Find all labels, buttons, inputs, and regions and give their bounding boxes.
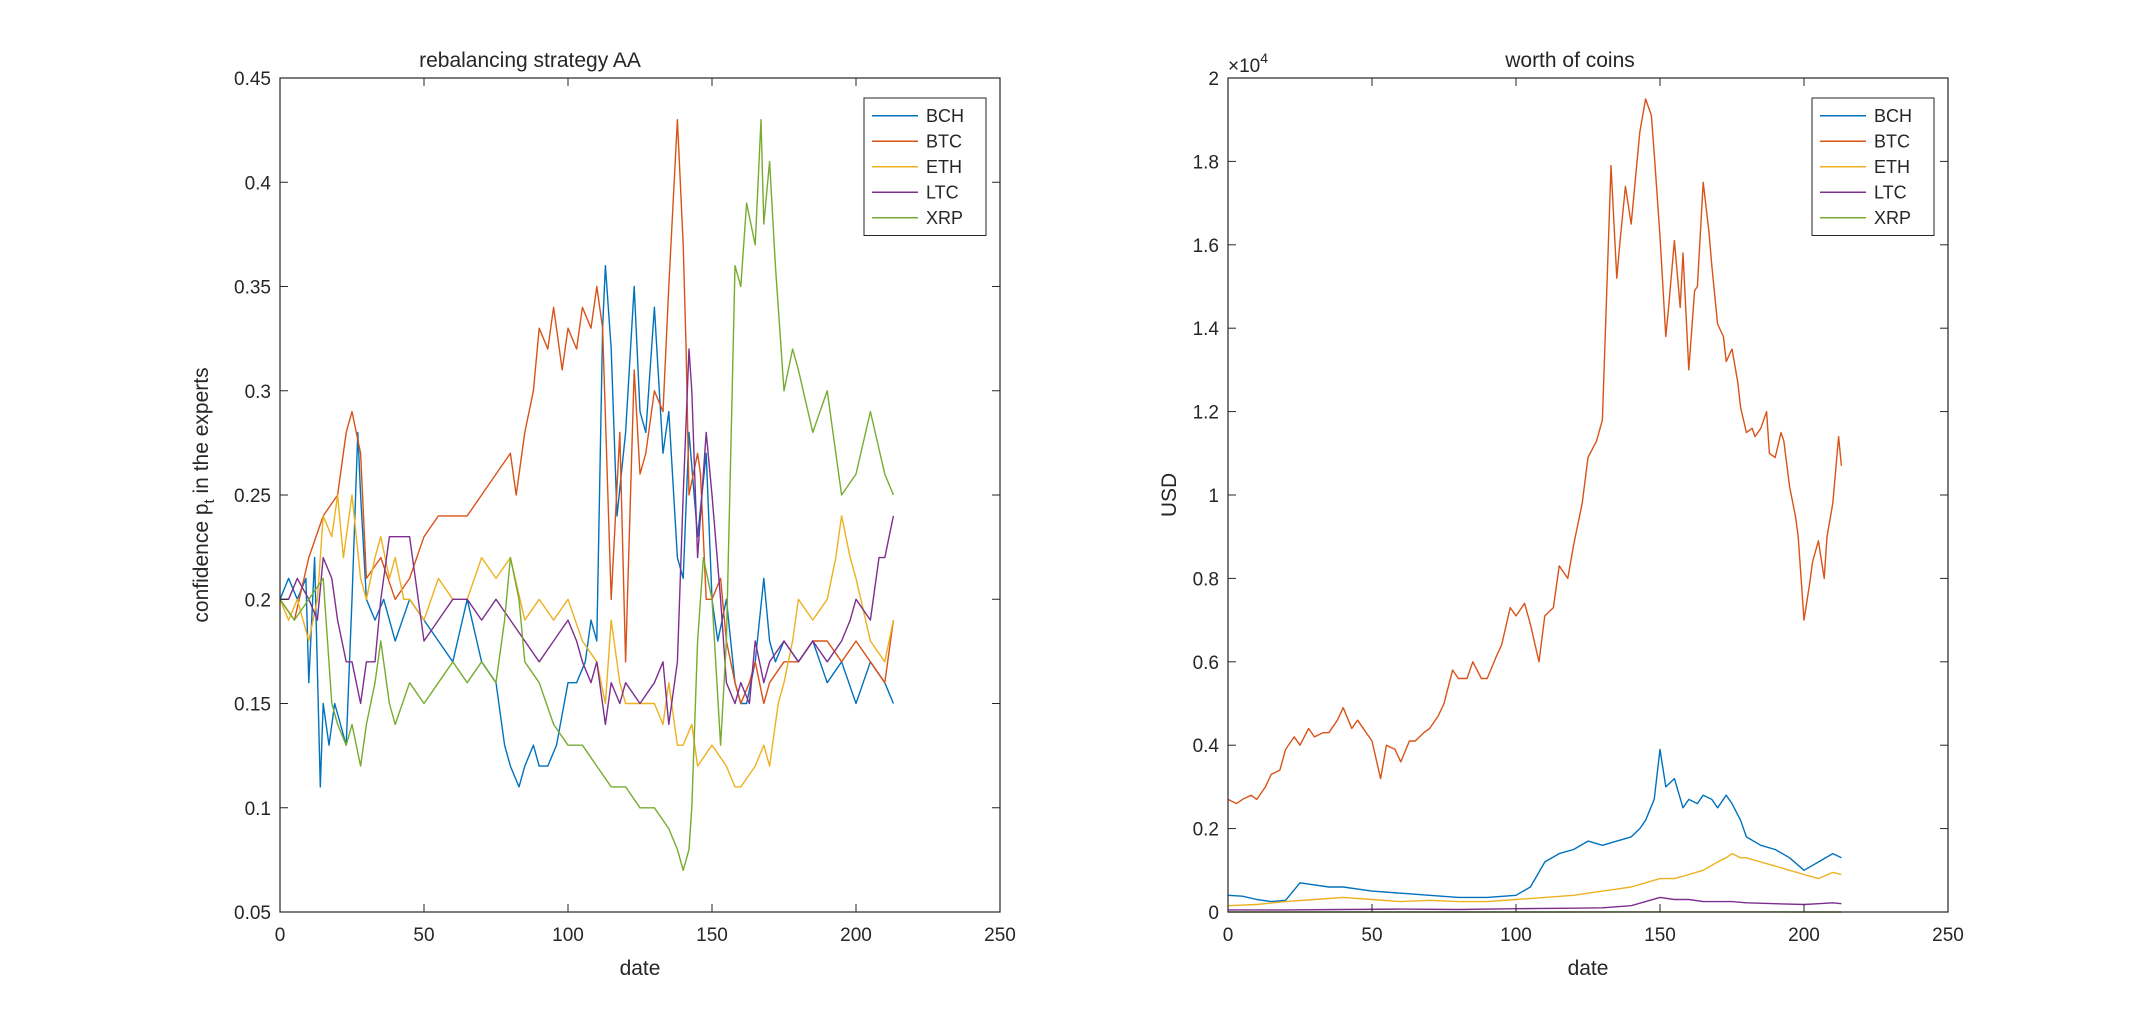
series-line-btc — [1227, 98, 1843, 805]
x-tick-label: 250 — [984, 925, 1016, 946]
y-tick-label: 0.6 — [1193, 653, 1219, 674]
y-tick-label: 0.4 — [1193, 736, 1220, 757]
x-tick-label: 200 — [840, 925, 872, 946]
x-tick-label: 100 — [552, 925, 584, 946]
legend-label-ltc: LTC — [926, 182, 959, 202]
axes-box — [279, 77, 1001, 913]
series-line-eth — [1227, 852, 1842, 907]
y-tick-label: 0.15 — [234, 695, 271, 716]
axis-ticks: 0 50 100 150 200 250 0.05 0.1 0.15 0.2 0.25 0.3 0.35… — [234, 69, 1016, 946]
y-tick-label: 1 — [1208, 486, 1219, 507]
legend-label-xrp: XRP — [1874, 208, 1911, 228]
subplot-rebalancing: rebalancing strategy AA 0 50 100 150 200 2500… — [190, 49, 1016, 980]
y-tick-label: 0.05 — [234, 903, 271, 924]
y-tick-label: 0.1 — [245, 799, 271, 820]
y-tick-label: 0.35 — [234, 278, 271, 299]
series-line-bch — [1227, 748, 1842, 903]
x-tick-label: 250 — [1932, 925, 1964, 946]
legend: BCH BTC ETH LTC XRP — [1811, 97, 1935, 236]
subplot-title: worth of coins — [1504, 49, 1635, 72]
legend: BCH BTC ETH LTC XRP — [863, 97, 987, 236]
subplot-worth-of-coins: worth of coins 0 50 100 150 200 250 0 0.2 0.4 0.6… — [1158, 49, 1964, 980]
y-tick-label: 0.25 — [234, 486, 271, 507]
series-line-ltc — [280, 348, 895, 726]
y-axis-label-subscript: t — [201, 498, 218, 503]
axis-ticks: 0 50 100 150 200 250 0 0.2 0.4 0.6 0.8 1 1.2 1.4 1.6 1.… — [1193, 69, 1964, 946]
y-tick-label: 1.2 — [1193, 403, 1219, 424]
y-tick-label: 1.6 — [1193, 236, 1219, 257]
legend-label-xrp: XRP — [926, 208, 963, 228]
y-tick-label: 2 — [1208, 69, 1219, 90]
x-tick-label: 150 — [696, 925, 728, 946]
y-axis-label: USD — [1158, 473, 1181, 517]
legend-label-eth: ETH — [1874, 157, 1910, 177]
x-tick-label: 100 — [1500, 925, 1532, 946]
y-tick-label: 0.2 — [1193, 820, 1219, 841]
x-axis-label: date — [620, 957, 661, 980]
legend-label-btc: BTC — [926, 131, 962, 151]
series-lines — [279, 118, 895, 871]
x-tick-label: 200 — [1788, 925, 1820, 946]
y-tick-label: 0.8 — [1193, 569, 1219, 590]
series-line-ltc — [1228, 896, 1842, 911]
legend-label-eth: ETH — [926, 157, 962, 177]
axes-box — [1227, 77, 1949, 913]
y-tick-label: 0.45 — [234, 69, 271, 90]
series-line-xrp — [279, 118, 895, 871]
legend-label-ltc: LTC — [1874, 182, 1907, 202]
legend-label-bch: BCH — [1874, 106, 1912, 126]
series-line-eth — [279, 494, 895, 788]
x-tick-label: 150 — [1644, 925, 1676, 946]
x-tick-label: 50 — [413, 925, 434, 946]
x-tick-label: 50 — [1361, 925, 1382, 946]
x-tick-label: 0 — [275, 925, 286, 946]
subplot-title: rebalancing strategy AA — [419, 49, 641, 72]
y-tick-label: 1.8 — [1193, 152, 1219, 173]
legend-label-bch: BCH — [926, 106, 964, 126]
series-line-btc — [279, 118, 895, 705]
y-axis-label-prefix: confidence p — [190, 503, 213, 622]
y-tick-label: 0.3 — [245, 382, 271, 403]
y-tick-label: 0 — [1208, 903, 1219, 924]
exponent-base: ×10 — [1228, 56, 1260, 77]
y-axis-label: confidence pt in the experts — [190, 367, 218, 622]
y-tick-label: 1.4 — [1193, 319, 1220, 340]
x-axis-label: date — [1568, 957, 1609, 980]
legend-label-btc: BTC — [1874, 131, 1910, 151]
y-axis-exponent: ×104 — [1228, 50, 1268, 77]
exponent-power: 4 — [1260, 50, 1268, 66]
y-axis-label-suffix: in the experts — [190, 367, 213, 499]
y-tick-label: 0.2 — [245, 590, 271, 611]
x-tick-label: 0 — [1223, 925, 1234, 946]
y-tick-label: 0.4 — [245, 173, 272, 194]
